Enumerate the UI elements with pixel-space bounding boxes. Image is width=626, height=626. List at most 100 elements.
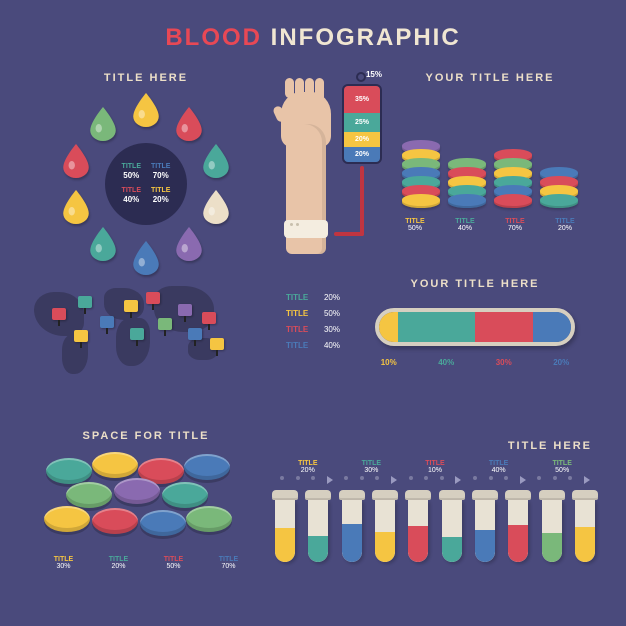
dot-icon (296, 476, 300, 480)
stacks (390, 98, 590, 208)
petri-dish-icon (44, 506, 90, 532)
dot-icon (280, 476, 284, 480)
map-pin-icon (188, 328, 202, 346)
blood-bag: 35%25%20%20% (342, 84, 382, 164)
dot-icon (473, 476, 477, 480)
chevron-right-icon (584, 476, 590, 484)
capsule-section: YOUR TITLE HERE 10%40%30%20% (360, 278, 590, 367)
drop-icon (176, 107, 202, 141)
map-legend-row: TITLE50% (286, 306, 340, 322)
dot-icon (375, 476, 379, 480)
petri-labels: TITLE30%TITLE20%TITLE50%TITLE70% (36, 556, 256, 570)
tube-icon (360, 166, 364, 236)
capsule-label: 30% (496, 358, 512, 367)
petri-dish-icon (66, 482, 112, 508)
drop-icon (63, 190, 89, 224)
stacked-title: YOUR TITLE HERE (390, 72, 590, 84)
petri-dish-icon (186, 506, 232, 532)
center-label: TITLE (151, 187, 170, 195)
test-tube-icon (305, 490, 331, 564)
dot-icon (409, 476, 413, 480)
tube-header: TITLE10% (403, 460, 467, 474)
capsule-segment (475, 312, 533, 342)
stack-label: TITLE40% (455, 218, 474, 232)
test-tube-icon (272, 490, 298, 564)
dot-icon (424, 476, 428, 480)
map-legend-row: TITLE30% (286, 322, 340, 338)
capsule-segment (398, 312, 475, 342)
dot-icon (360, 476, 364, 480)
petri-title: SPACE FOR TITLE (36, 430, 256, 442)
dot-icon (311, 476, 315, 480)
stack-labels: TITLE50% TITLE40% TITLE70% TITLE20% (390, 218, 590, 232)
petri-area (36, 452, 236, 552)
map-legend-row: TITLE20% (286, 290, 340, 306)
disc-icon (402, 194, 440, 208)
center-label: TITLE (151, 163, 170, 171)
tubes-title: TITLE HERE (270, 440, 592, 452)
dot-icon (504, 476, 508, 480)
test-tube-icon (372, 490, 398, 564)
chevron-right-icon (455, 476, 461, 484)
bag-hook-icon (356, 72, 366, 82)
main-title: BLOOD INFOGRAPHIC (0, 0, 626, 52)
bag-segment: 25% (344, 113, 380, 132)
dot-icon (489, 476, 493, 480)
center-value: 70% (151, 171, 170, 181)
chevron-right-icon (520, 476, 526, 484)
petri-dish-icon (140, 510, 186, 536)
map-pin-icon (202, 312, 216, 330)
petri-label: TITLE20% (109, 556, 128, 570)
test-tube-icon (505, 490, 531, 564)
tubes-section: TITLE HERE TITLE20%TITLE30%TITLE10%TITLE… (270, 440, 600, 564)
center-label: TITLE (122, 163, 141, 171)
map-legend-row: TITLE40% (286, 338, 340, 354)
tube-headers: TITLE20%TITLE30%TITLE10%TITLE40%TITLE50% (276, 460, 594, 474)
petri-dish-icon (46, 458, 92, 484)
dot-icon (440, 476, 444, 480)
disc-icon (494, 194, 532, 208)
map-pin-icon (78, 296, 92, 314)
dot-icon (568, 476, 572, 480)
stack (494, 154, 532, 208)
petri-dish-icon (114, 478, 160, 504)
disc-icon (540, 194, 578, 208)
hand-bag-section: 35%25%20%20% 15% (258, 80, 378, 270)
drop-icon (203, 190, 229, 224)
worldmap-section: TITLE20%TITLE50%TITLE30%TITLE40% (30, 278, 340, 408)
petri-label: TITLE50% (164, 556, 183, 570)
map-area (30, 278, 230, 398)
petri-label: TITLE70% (219, 556, 238, 570)
center-value: 40% (122, 195, 141, 205)
petri-dish-icon (184, 454, 230, 480)
drop-icon (63, 144, 89, 178)
test-tube-icon (439, 490, 465, 564)
chevron-right-icon (327, 476, 333, 484)
map-pin-icon (158, 318, 172, 336)
bag-segment: 20% (344, 147, 380, 162)
bag-segment: 20% (344, 132, 380, 147)
test-tube-icon (472, 490, 498, 564)
tubes-row (270, 490, 600, 564)
stack (448, 163, 486, 208)
stack-label: TITLE20% (555, 218, 574, 232)
test-tube-icon (539, 490, 565, 564)
tube-icon (334, 232, 364, 236)
petri-dish-icon (162, 482, 208, 508)
disc-icon (448, 194, 486, 208)
capsule-segment (533, 312, 571, 342)
dot-icon (553, 476, 557, 480)
capsule-labels: 10%40%30%20% (360, 358, 590, 367)
stack-label: TITLE70% (505, 218, 524, 232)
title-word1: BLOOD (165, 24, 262, 51)
test-tube-icon (339, 490, 365, 564)
ring-center: TITLE50%TITLE70% TITLE40%TITLE20% (105, 143, 187, 225)
tube-header: TITLE30% (340, 460, 404, 474)
center-label: TITLE (122, 187, 141, 195)
test-tube-icon (405, 490, 431, 564)
drop-icon (90, 227, 116, 261)
drop-circle-section: TITLE HERE TITLE50%TITLE70% TITLE40%TITL… (36, 72, 256, 274)
arrow-row (280, 476, 590, 484)
stack-label: TITLE50% (405, 218, 424, 232)
dot-icon (344, 476, 348, 480)
